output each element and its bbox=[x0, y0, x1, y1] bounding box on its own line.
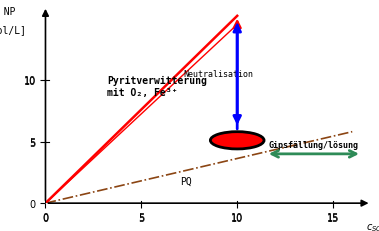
Text: 5: 5 bbox=[30, 137, 36, 147]
Text: 0: 0 bbox=[42, 212, 49, 222]
Text: $c_{SO_4}$: $c_{SO_4}$ bbox=[366, 222, 379, 231]
Text: 5: 5 bbox=[138, 212, 144, 222]
Text: 10: 10 bbox=[231, 212, 243, 222]
Text: Gipsfällung/lösung: Gipsfällung/lösung bbox=[269, 140, 359, 149]
Text: Neutralisation: Neutralisation bbox=[183, 70, 254, 79]
Text: Pyritverwitterung
mit O₂, Fe³⁺: Pyritverwitterung mit O₂, Fe³⁺ bbox=[107, 76, 207, 97]
Text: 10: 10 bbox=[23, 76, 36, 85]
Text: [mmol/L]: [mmol/L] bbox=[0, 25, 27, 35]
Ellipse shape bbox=[210, 132, 264, 149]
Text: PQ: PQ bbox=[180, 176, 191, 186]
Text: 15: 15 bbox=[327, 212, 339, 222]
Text: - NP: - NP bbox=[0, 7, 15, 17]
